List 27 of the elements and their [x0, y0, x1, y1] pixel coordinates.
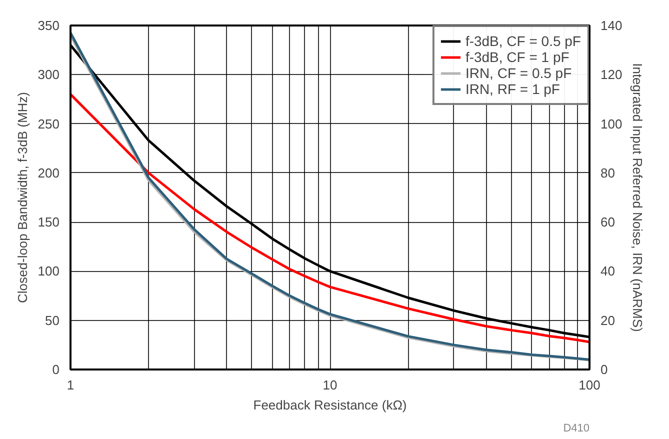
y-tick-label: 300 — [38, 67, 60, 82]
y-tick-label: 150 — [38, 214, 60, 230]
y-tick-label: 350 — [38, 18, 60, 33]
y2-axis-title: Integrated Input Referred Noise, IRN (nARMS) — [630, 63, 646, 332]
y-tick-label: 250 — [38, 116, 60, 132]
x-tick-label: 10 — [322, 378, 338, 392]
y2-tick-label: 20 — [600, 312, 615, 328]
y-tick-label: 0 — [52, 362, 60, 377]
y2-tick-label: 120 — [600, 67, 622, 82]
legend-label: IRN, CF = 0.5 pF — [465, 65, 572, 81]
y-tick-label: 200 — [38, 165, 60, 180]
x-tick-label: 1 — [66, 378, 74, 392]
x-axis-title: Feedback Resistance (kΩ) — [253, 398, 407, 412]
y2-tick-label: 60 — [600, 214, 615, 230]
legend-label: f-3dB, CF = 1 pF — [465, 49, 570, 65]
y2-tick-label: 100 — [600, 116, 622, 132]
text: D410 — [563, 422, 590, 434]
legend-label: IRN, RF = 1 pF — [465, 81, 560, 97]
legend-label: f-3dB, CF = 0.5 pF — [465, 33, 581, 49]
y-tick-label: 50 — [45, 312, 60, 328]
y-axis-title: Closed-loop Bandwidth, f-3dB (MHz) — [14, 92, 30, 303]
y2-tick-label: 40 — [600, 264, 615, 279]
y2-tick-label: 80 — [600, 165, 615, 180]
y2-tick-label: 140 — [600, 18, 622, 33]
x-tick-label: 100 — [578, 378, 600, 392]
y-tick-label: 100 — [38, 264, 60, 279]
y2-tick-label: 0 — [600, 362, 608, 377]
